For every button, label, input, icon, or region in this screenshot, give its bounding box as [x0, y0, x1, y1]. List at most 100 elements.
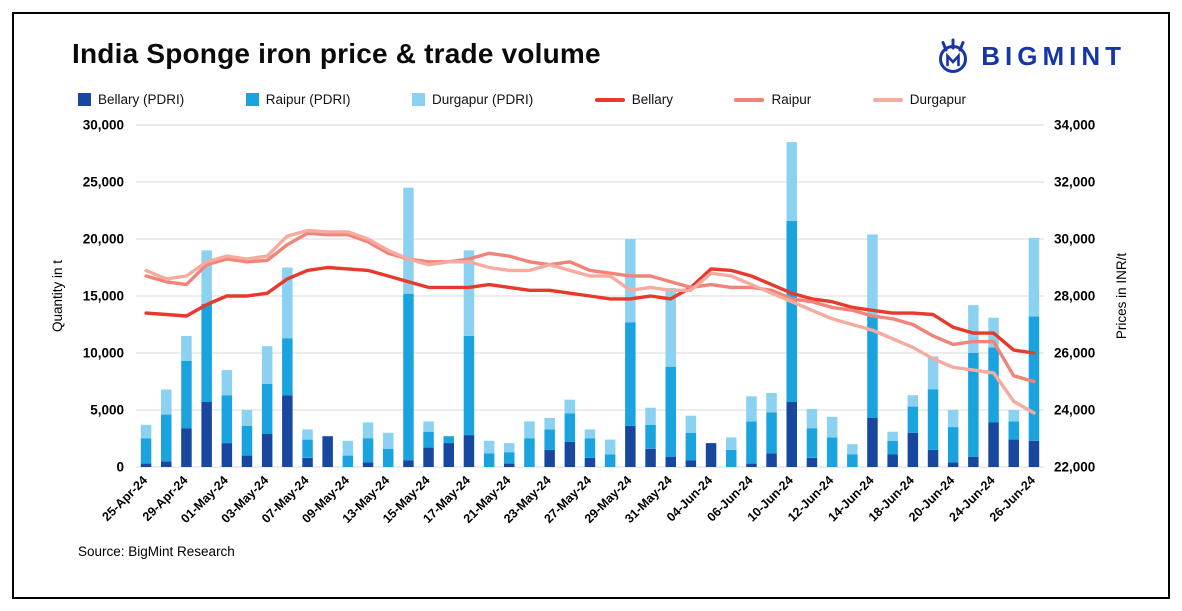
- left-axis-tick: 25,000: [83, 175, 124, 190]
- legend-swatch-square: [245, 93, 259, 106]
- left-axis-title: Quantity in t: [50, 260, 65, 332]
- bar-segment: [241, 426, 253, 456]
- bar-segment: [625, 239, 636, 323]
- bar-segment: [302, 439, 313, 458]
- bar-segment: [645, 424, 656, 449]
- right-axis-tick: 22,000: [1054, 460, 1095, 475]
- bar-segment: [604, 454, 616, 467]
- bar-segment: [261, 383, 273, 434]
- bar-segment: [726, 449, 737, 467]
- bar-segment: [746, 421, 757, 464]
- bar-segment: [342, 455, 354, 467]
- source-note: Source: BigMint Research: [78, 544, 235, 559]
- bar-segment: [968, 305, 979, 353]
- legend-label: Bellary (PDRI): [98, 92, 185, 107]
- bar-segment: [988, 347, 999, 423]
- bar-segment: [867, 418, 878, 467]
- right-axis-tick: 34,000: [1054, 118, 1095, 133]
- bar-segment: [504, 452, 515, 464]
- bar-segment: [403, 460, 414, 467]
- bar-segment: [1008, 421, 1019, 440]
- bar-segment: [806, 428, 818, 458]
- bar-segment: [544, 429, 555, 450]
- bar-segment: [524, 438, 535, 467]
- bars-group: [140, 142, 1040, 467]
- bar-segment: [746, 396, 757, 422]
- bar-segment: [968, 456, 979, 467]
- bar-segment: [383, 432, 394, 449]
- bar-segment: [322, 436, 333, 467]
- bar-segment: [181, 428, 192, 467]
- bar-segment: [867, 234, 878, 316]
- bar-segment: [282, 267, 293, 339]
- bar-segment: [443, 443, 454, 467]
- bar-segment: [161, 414, 172, 462]
- bar-segment: [362, 462, 374, 467]
- bar-segment: [221, 443, 233, 467]
- bar-segment: [181, 361, 192, 429]
- left-axis-tick: 15,000: [83, 289, 124, 304]
- bar-segment: [584, 457, 596, 467]
- right-axis-tick: 24,000: [1054, 403, 1095, 418]
- bar-segment: [1028, 440, 1040, 467]
- legend-swatch-line: [734, 97, 765, 102]
- price-line-durgapur: [144, 228, 1036, 415]
- right-axis-tick: 30,000: [1054, 232, 1095, 247]
- bar-segment: [947, 410, 959, 428]
- bar-segment: [302, 429, 313, 440]
- bar-segment: [665, 366, 676, 457]
- bar-segment: [463, 250, 475, 336]
- bar-segment: [604, 439, 616, 455]
- bar-segment: [847, 454, 858, 467]
- bar-segment: [161, 389, 172, 415]
- right-axis-tick: 28,000: [1054, 289, 1095, 304]
- legend-item: Durgapur (PDRI): [411, 92, 534, 107]
- bar-segment: [201, 304, 212, 402]
- chart-card: India Sponge iron price & trade volume B…: [12, 12, 1170, 599]
- bar-segment: [564, 413, 576, 442]
- bar-segment: [423, 431, 434, 448]
- right-axis-title: Prices in INR/t: [1114, 253, 1129, 340]
- combo-chart: 0 5,000 10,000 15,000 20,000 25,000 30,000 22,0…: [50, 118, 1129, 526]
- bar-segment: [463, 435, 475, 467]
- bar-segment: [282, 338, 293, 396]
- bar-segment: [625, 426, 636, 467]
- right-axis-tick: 32,000: [1054, 175, 1095, 190]
- bar-segment: [726, 437, 737, 450]
- bar-segment: [261, 346, 273, 384]
- left-axis-tick: 10,000: [83, 346, 124, 361]
- bar-segment: [302, 457, 313, 467]
- bar-segment: [483, 440, 495, 454]
- bar-segment: [342, 440, 354, 456]
- legend-label: Raipur (PDRI): [265, 92, 351, 107]
- bar-segment: [806, 408, 818, 429]
- legend-item: Bellary (PDRI): [78, 92, 184, 107]
- bar-segment: [241, 410, 253, 426]
- bar-segment: [988, 422, 999, 467]
- bar-segment: [826, 437, 838, 467]
- bar-segment: [241, 455, 253, 467]
- bar-segment: [1008, 439, 1019, 467]
- header: India Sponge iron price & trade volume B…: [14, 14, 1168, 74]
- bar-segment: [483, 453, 495, 467]
- legend-label: Raipur: [771, 92, 812, 107]
- left-axis-tick: 20,000: [83, 232, 124, 247]
- bar-segment: [261, 433, 273, 467]
- bar-segment: [947, 462, 959, 467]
- left-axis-tick: 0: [116, 460, 124, 475]
- bar-segment: [968, 353, 979, 457]
- legend-label: Durgapur (PDRI): [431, 92, 534, 107]
- bar-segment: [907, 432, 919, 467]
- legend-item: Raipur: [734, 92, 811, 107]
- bar-segment: [685, 432, 697, 461]
- legend-item: Bellary: [594, 92, 673, 107]
- bar-segment: [161, 461, 172, 467]
- bar-segment: [887, 431, 898, 441]
- bar-segment: [665, 288, 676, 367]
- bar-segment: [786, 402, 797, 467]
- bar-segment: [887, 454, 898, 467]
- bar-segment: [907, 395, 919, 407]
- bar-segment: [140, 438, 152, 464]
- bar-segment: [665, 456, 676, 467]
- legend-item: Raipur (PDRI): [245, 92, 351, 107]
